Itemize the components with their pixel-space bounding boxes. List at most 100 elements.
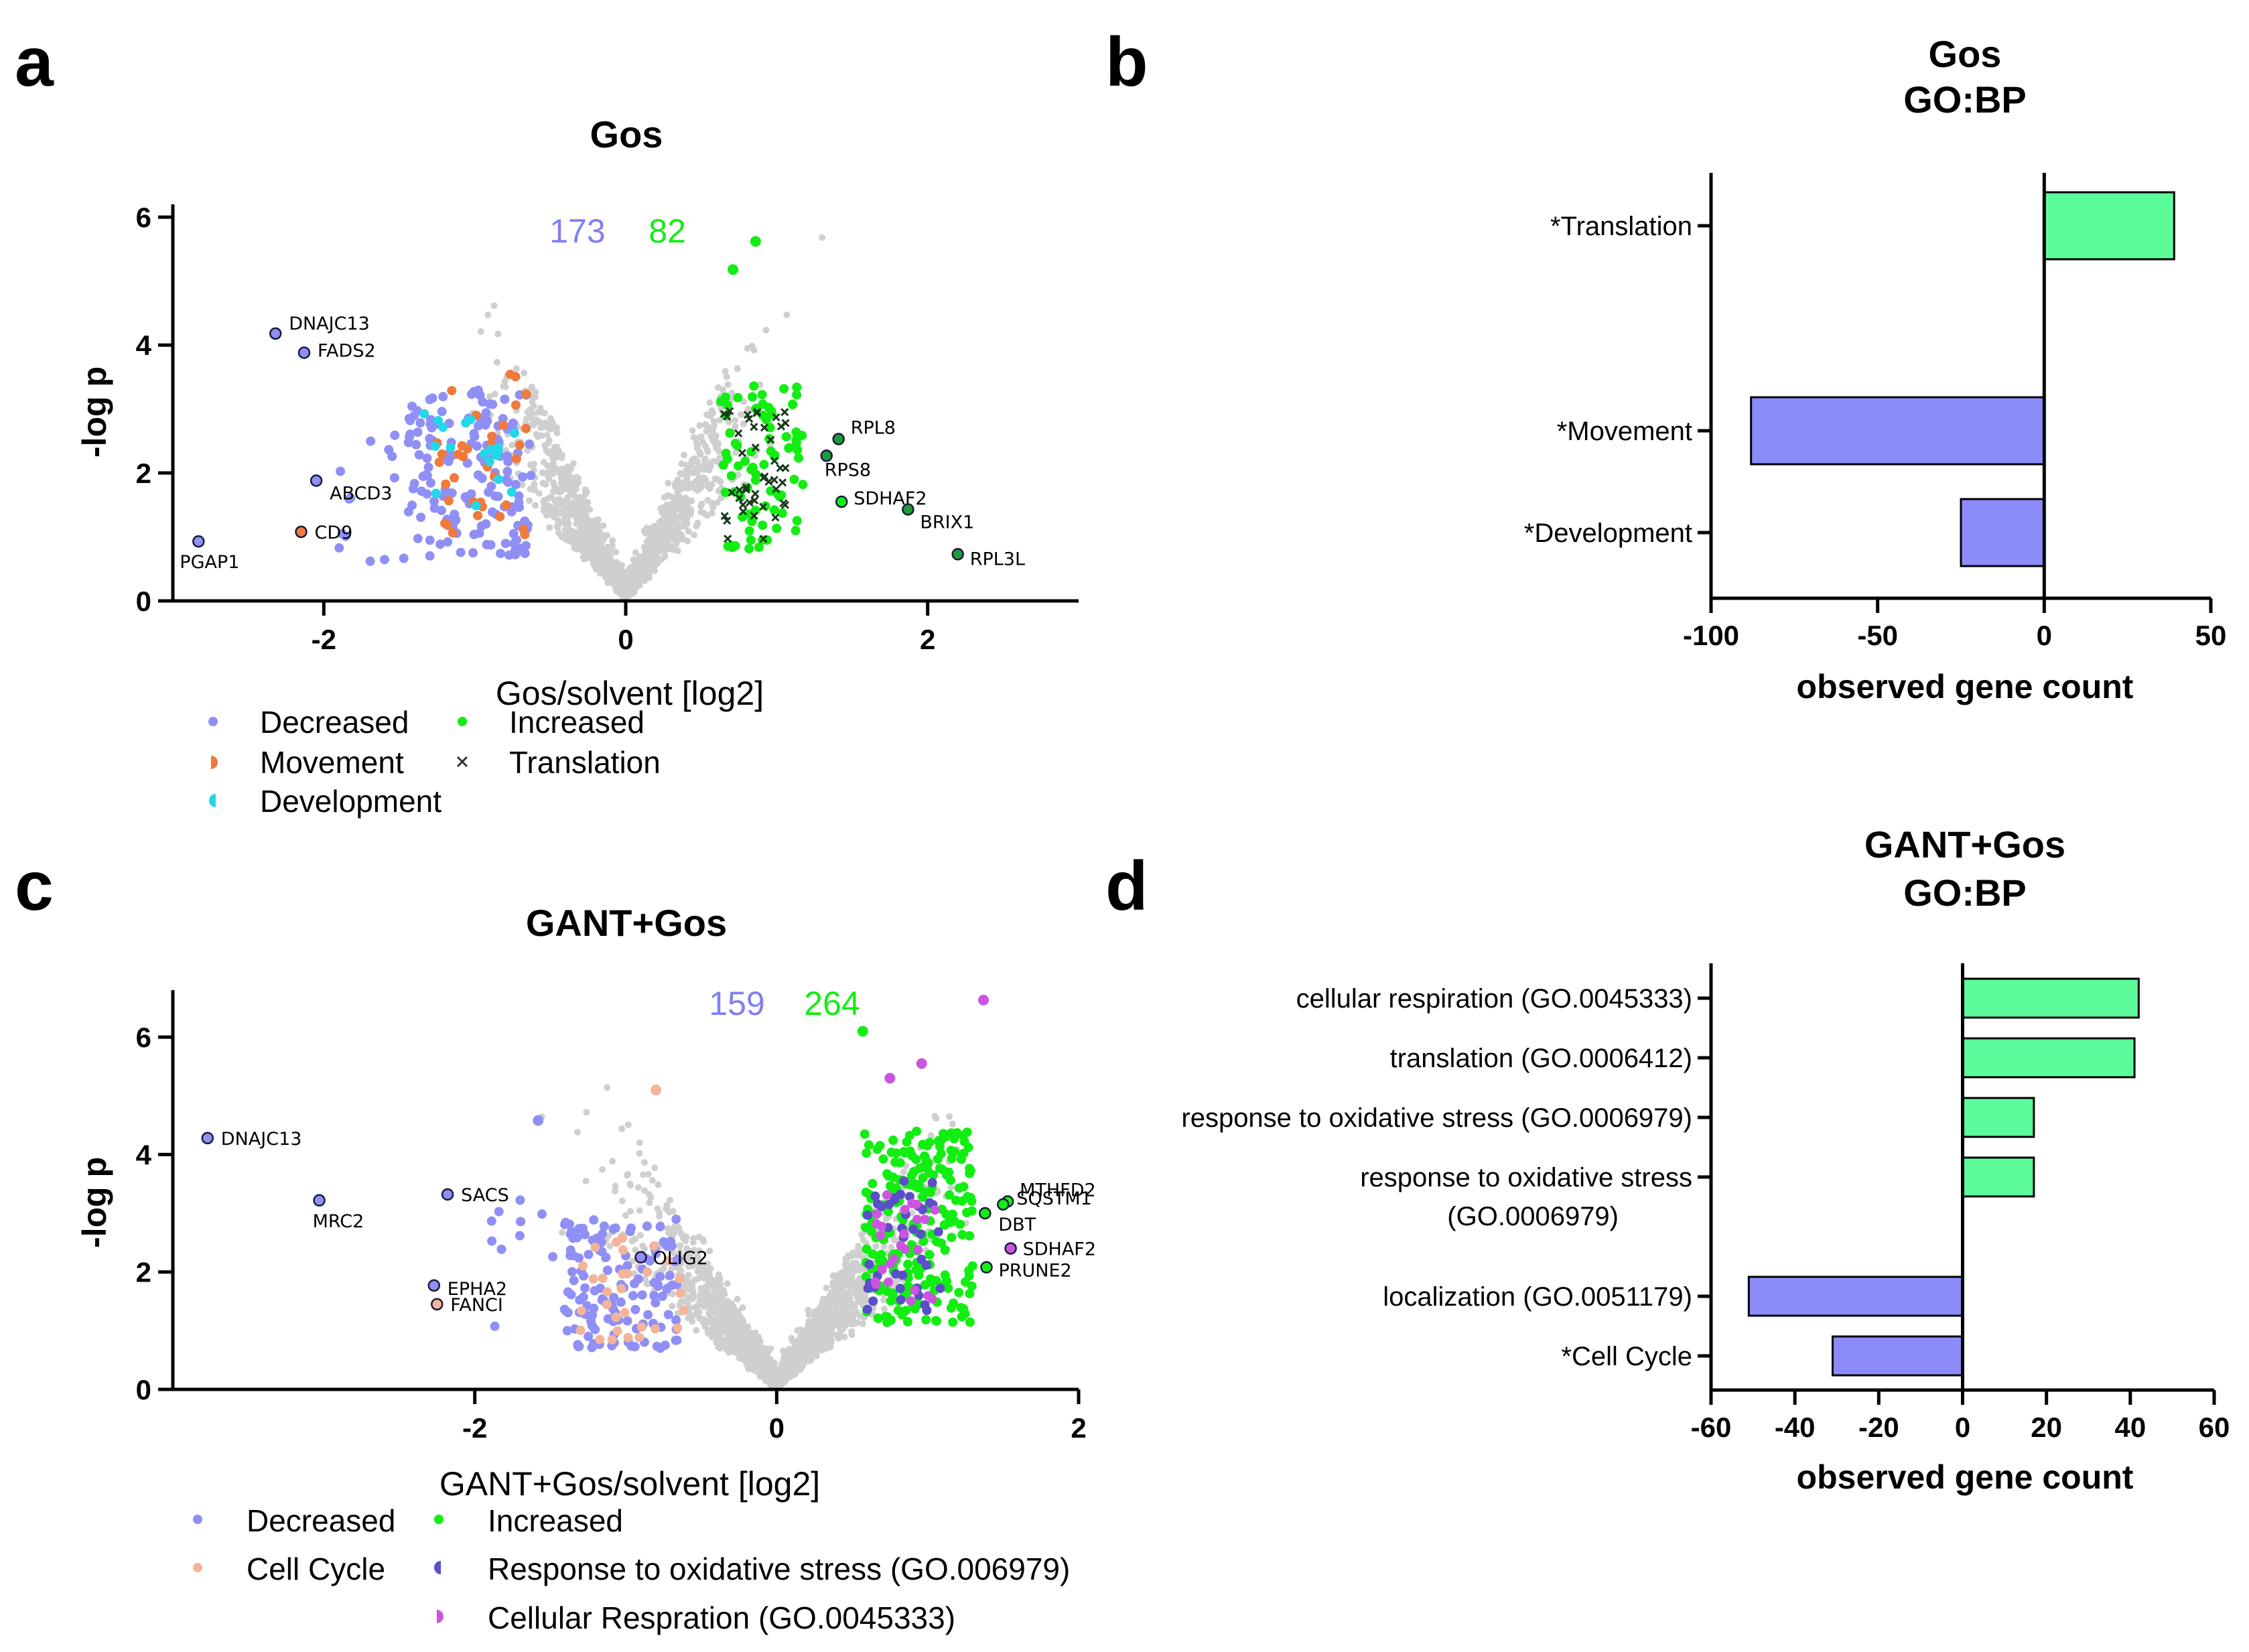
increased-point (888, 1135, 898, 1145)
background-point (823, 1284, 830, 1292)
movement-point (434, 458, 444, 467)
decreased-point (403, 506, 413, 517)
background-point (549, 460, 557, 467)
background-point (831, 1292, 838, 1300)
increased-point (868, 1178, 878, 1188)
increased-point (748, 392, 757, 402)
increased-point (903, 1259, 913, 1269)
background-point (501, 378, 508, 385)
background-point (574, 1129, 581, 1136)
data-points: DNAJC13 FADS2 ABCD3 CD9 PGAP1 RPL8 RPS8 SDHAF2 B… (180, 236, 1025, 573)
increased-point (864, 1140, 874, 1150)
development-point (438, 422, 448, 432)
decreased-point (494, 1207, 504, 1217)
decreased-point (413, 533, 423, 543)
increased-point (932, 1237, 942, 1247)
background-point (573, 521, 580, 528)
decreased-point (384, 445, 394, 455)
x-tick-label: 20 (2031, 1412, 2062, 1443)
increased-point (791, 526, 801, 535)
background-point (554, 486, 561, 493)
background-point (890, 1237, 898, 1244)
category-label: translation (GO.0006412) (1390, 1044, 1692, 1073)
cell-cycle-point (675, 1274, 685, 1284)
background-point (664, 1225, 671, 1232)
x-axis-label: observed gene count (1797, 668, 2134, 705)
background-point (810, 1327, 817, 1334)
decreased-point (390, 430, 400, 440)
background-point (640, 1171, 647, 1178)
background-point (846, 1288, 854, 1295)
gene-label: MTHFD2 (1020, 1180, 1096, 1201)
background-point (555, 529, 562, 537)
background-point (750, 1350, 758, 1357)
background-point (821, 1341, 828, 1348)
background-point (685, 528, 692, 535)
translation-marker (742, 483, 750, 492)
background-point (762, 1373, 769, 1381)
background-point (701, 1261, 709, 1268)
background-point (946, 1113, 953, 1120)
background-point (700, 1238, 707, 1245)
translation-marker (750, 423, 758, 431)
background-point (571, 478, 578, 485)
decreased-point (346, 493, 356, 503)
cell-cycle-point (595, 1334, 605, 1345)
background-point (809, 1320, 816, 1327)
increased-point (947, 1233, 957, 1243)
background-point (770, 1379, 777, 1387)
background-point (723, 1342, 730, 1349)
background-point (582, 1178, 590, 1184)
background-point (513, 365, 520, 372)
increased-point (798, 480, 808, 490)
background-point (675, 501, 683, 508)
cell-cycle-point (590, 1242, 600, 1252)
background-point (759, 1355, 766, 1362)
decreased-point (429, 496, 439, 506)
background-point (556, 510, 563, 517)
decreased-point (468, 548, 478, 558)
background-point (673, 541, 680, 547)
decreased-point (425, 551, 435, 561)
gene-label: FANCI (450, 1295, 503, 1316)
background-point (484, 312, 492, 318)
decreased-point (380, 555, 389, 565)
background-point (663, 508, 670, 515)
background-point (521, 369, 528, 376)
increased-point (906, 1170, 916, 1180)
x-tick-label: 60 (2199, 1412, 2230, 1443)
background-point (735, 1323, 742, 1330)
background-point (697, 480, 704, 488)
highlight-point (884, 1073, 896, 1084)
background-point (663, 1205, 670, 1213)
background-point (947, 1184, 955, 1191)
labeled-point (979, 1207, 992, 1220)
background-point (732, 417, 739, 424)
background-point (851, 1267, 858, 1275)
decreased-point (526, 470, 536, 480)
increased-point (721, 448, 731, 458)
increased-point (925, 1249, 935, 1259)
background-point (654, 1205, 661, 1213)
category-label: response to oxidative stress (GO.0006979… (1181, 1103, 1692, 1133)
background-point (493, 358, 500, 366)
increased-point (860, 1129, 870, 1139)
background-point (691, 485, 698, 492)
background-point (543, 421, 551, 428)
background-point (539, 423, 546, 431)
decreased-point (560, 1219, 569, 1229)
background-point (676, 1248, 683, 1255)
translation-marker (750, 511, 758, 520)
labeled-point (835, 495, 848, 508)
background-point (622, 589, 629, 596)
background-point (737, 1329, 744, 1336)
y-tick-label: 2 (136, 458, 151, 489)
background-point (837, 1282, 845, 1289)
translation-marker (760, 472, 769, 481)
labeled-point (431, 1298, 444, 1311)
respiration-point (906, 1296, 916, 1306)
background-point (728, 389, 736, 397)
x-tick-label: 2 (1071, 1412, 1086, 1444)
background-point (728, 1328, 736, 1336)
